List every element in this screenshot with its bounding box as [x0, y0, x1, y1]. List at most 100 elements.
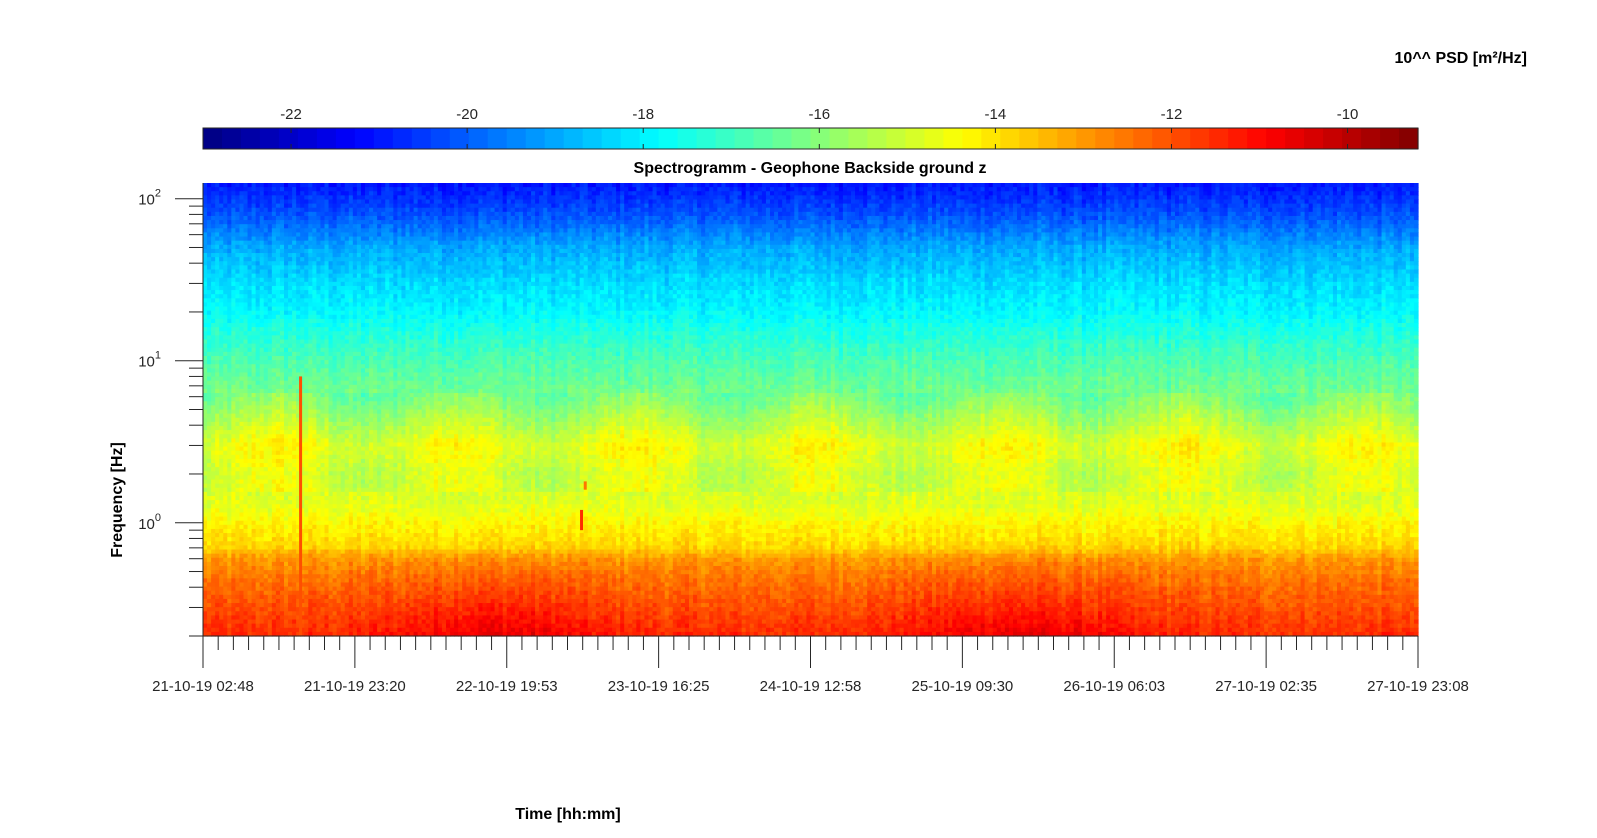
heatmap-cell	[288, 455, 293, 460]
heatmap-cell	[345, 315, 350, 320]
heatmap-cell	[312, 492, 317, 497]
heatmap-cell	[223, 558, 228, 563]
heatmap-cell	[227, 414, 232, 419]
heatmap-cell	[341, 480, 346, 485]
heatmap-cell	[381, 204, 386, 209]
heatmap-cell	[341, 237, 346, 242]
heatmap-cell	[231, 331, 236, 336]
heatmap-cell	[260, 195, 265, 200]
heatmap-cell	[244, 434, 249, 439]
heatmap-cell	[203, 405, 208, 410]
colorbar-segment	[773, 128, 793, 149]
heatmap-cell	[264, 603, 269, 608]
heatmap-cell	[231, 566, 236, 571]
heatmap-cell	[215, 356, 220, 361]
heatmap-cell	[235, 261, 240, 266]
heatmap-cell	[227, 241, 232, 246]
heatmap-cell	[288, 315, 293, 320]
heatmap-cell	[337, 183, 342, 188]
heatmap-cell	[345, 451, 350, 456]
heatmap-cell	[304, 500, 309, 505]
heatmap-cell	[349, 463, 354, 468]
heatmap-cell	[373, 208, 378, 213]
heatmap-cell	[227, 212, 232, 217]
heatmap-cell	[203, 331, 208, 336]
heatmap-cell	[357, 570, 362, 575]
heatmap-cell	[349, 220, 354, 225]
heatmap-cell	[341, 434, 346, 439]
colorbar-segment	[260, 128, 280, 149]
heatmap-cell	[304, 496, 309, 501]
heatmap-cell	[215, 603, 220, 608]
heatmap-cell	[292, 570, 297, 575]
heatmap-cell	[308, 220, 313, 225]
heatmap-cell	[203, 401, 208, 406]
heatmap-cell	[260, 508, 265, 513]
heatmap-cell	[361, 327, 366, 332]
heatmap-cell	[223, 290, 228, 295]
heatmap-cell	[292, 517, 297, 522]
heatmap-cell	[244, 389, 249, 394]
heatmap-cell	[272, 492, 277, 497]
heatmap-cell	[357, 381, 362, 386]
heatmap-cell	[252, 562, 257, 567]
heatmap-cell	[272, 393, 277, 398]
heatmap-cell	[239, 241, 244, 246]
heatmap-cell	[248, 302, 253, 307]
heatmap-cell	[296, 208, 301, 213]
heatmap-cell	[333, 377, 338, 382]
heatmap-cell	[373, 541, 378, 546]
heatmap-cell	[320, 620, 325, 625]
heatmap-cell	[320, 286, 325, 291]
heatmap-cell	[341, 599, 346, 604]
heatmap-cell	[308, 237, 313, 242]
heatmap-cell	[215, 484, 220, 489]
heatmap-cell	[207, 550, 212, 555]
heatmap-cell	[325, 492, 330, 497]
heatmap-cell	[260, 278, 265, 283]
heatmap-cell	[296, 307, 301, 312]
heatmap-cell	[316, 274, 321, 279]
heatmap-cell	[345, 356, 350, 361]
heatmap-cell	[373, 430, 378, 435]
heatmap-cell	[312, 467, 317, 472]
heatmap-cell	[349, 265, 354, 270]
heatmap-cell	[244, 521, 249, 526]
heatmap-cell	[361, 348, 366, 353]
heatmap-cell	[349, 414, 354, 419]
heatmap-cell	[369, 550, 374, 555]
heatmap-cell	[329, 265, 334, 270]
heatmap-cell	[227, 488, 232, 493]
heatmap-cell	[381, 302, 386, 307]
heatmap-cell	[272, 628, 277, 633]
heatmap-cell	[329, 323, 334, 328]
heatmap-cell	[349, 587, 354, 592]
heatmap-cell	[260, 620, 265, 625]
heatmap-cell	[325, 459, 330, 464]
heatmap-cell	[239, 434, 244, 439]
heatmap-cell	[203, 368, 208, 373]
heatmap-cell	[337, 348, 342, 353]
heatmap-cell	[231, 298, 236, 303]
heatmap-cell	[300, 339, 305, 344]
heatmap-cell	[292, 508, 297, 513]
heatmap-cell	[337, 492, 342, 497]
heatmap-cell	[252, 208, 257, 213]
heatmap-cell	[215, 504, 220, 509]
heatmap-cell	[337, 195, 342, 200]
heatmap-cell	[341, 344, 346, 349]
heatmap-cell	[353, 480, 358, 485]
heatmap-cell	[333, 434, 338, 439]
heatmap-cell	[361, 356, 366, 361]
heatmap-cell	[276, 183, 281, 188]
heatmap-cell	[377, 517, 382, 522]
heatmap-cell	[325, 414, 330, 419]
heatmap-cell	[219, 488, 224, 493]
heatmap-cell	[272, 397, 277, 402]
heatmap-cell	[272, 298, 277, 303]
heatmap-cell	[264, 541, 269, 546]
heatmap-cell	[239, 414, 244, 419]
heatmap-cell	[211, 331, 216, 336]
heatmap-cell	[219, 315, 224, 320]
heatmap-cell	[207, 426, 212, 431]
